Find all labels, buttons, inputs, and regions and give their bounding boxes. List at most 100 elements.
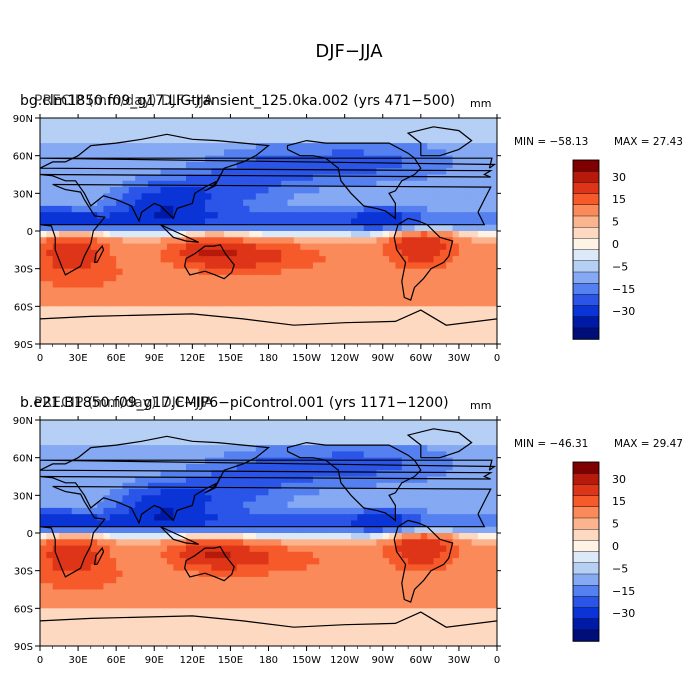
field-cell [401,602,409,609]
field-cell [370,325,378,333]
field-cell [395,426,403,434]
field-cell [217,231,225,238]
field-cell [401,174,409,182]
field-cell [420,168,428,176]
field-cell [331,608,339,616]
field-cell [351,262,358,270]
field-cell [65,614,73,622]
field-cell [166,507,174,515]
field-cell [185,438,193,446]
field-cell [287,432,295,440]
field-cell [173,193,181,201]
field-cell [179,155,187,163]
field-cell [52,199,60,207]
field-cell [382,445,390,452]
field-cell [59,218,66,226]
field-cell [185,168,193,176]
field-cell [471,457,479,465]
field-cell [230,451,238,459]
field-cell [471,168,479,176]
field-cell [103,595,111,603]
field-cell [90,564,98,572]
field-cell [344,608,352,616]
field-cell [116,526,124,534]
field-cell [331,249,339,257]
field-cell [389,507,397,515]
field-cell [65,445,73,452]
field-cell [363,124,371,132]
field-cell [439,224,447,232]
field-cell [477,124,485,132]
field-cell [446,300,454,307]
field-cell [84,231,92,238]
field-cell [224,501,232,509]
field-cell [230,180,238,188]
field-cell [344,325,352,333]
field-cell [40,155,47,163]
field-cell [395,432,403,440]
field-cell [109,325,117,333]
field-cell [465,325,473,333]
field-cell [471,161,479,169]
field-cell [147,445,155,452]
field-cell [205,533,212,540]
field-cell [52,457,60,465]
field-cell [198,514,206,522]
field-cell [281,539,289,547]
field-cell [78,539,86,547]
field-cell [78,589,86,597]
field-cell [370,130,378,138]
field-cell [205,306,212,314]
field-cell [395,608,403,616]
field-cell [224,268,232,276]
field-cell [281,268,289,276]
field-cell [103,570,111,578]
field-cell [471,199,479,207]
field-cell [382,325,390,333]
field-cell [46,281,54,289]
field-cell [389,451,397,459]
field-cell [452,274,460,282]
field-cell [109,438,117,446]
field-cell [395,143,403,150]
field-cell [306,124,314,132]
field-cell [446,243,454,251]
field-cell [376,155,384,163]
y-tick-label: 90S [14,340,33,351]
field-cell [458,174,466,182]
field-cell [338,507,346,515]
field-cell [408,249,416,257]
field-cell [325,287,333,295]
field-cell [262,564,270,572]
field-cell [128,256,136,263]
field-cell [420,426,428,434]
field-cell [205,583,212,591]
field-cell [198,325,206,333]
field-cell [325,576,333,584]
field-cell [414,293,422,301]
field-cell [166,293,174,301]
field-cell [154,501,162,509]
field-cell [230,249,238,257]
field-cell [420,337,428,344]
field-cell [319,589,327,597]
field-cell [185,331,193,339]
field-cell [192,337,200,344]
field-cell [236,293,244,301]
field-cell [274,570,282,578]
field-cell [122,451,130,459]
field-cell [160,558,168,565]
field-cell [78,432,86,440]
field-cell [319,445,327,452]
field-cell [185,463,193,471]
field-cell [135,482,143,490]
field-cell [224,293,232,301]
field-cell [414,520,422,528]
field-cell [274,262,282,270]
field-cell [458,495,466,503]
field-cell [160,445,168,452]
field-cell [458,570,466,578]
field-cell [97,130,105,138]
field-cell [338,526,346,534]
field-cell [465,526,473,534]
